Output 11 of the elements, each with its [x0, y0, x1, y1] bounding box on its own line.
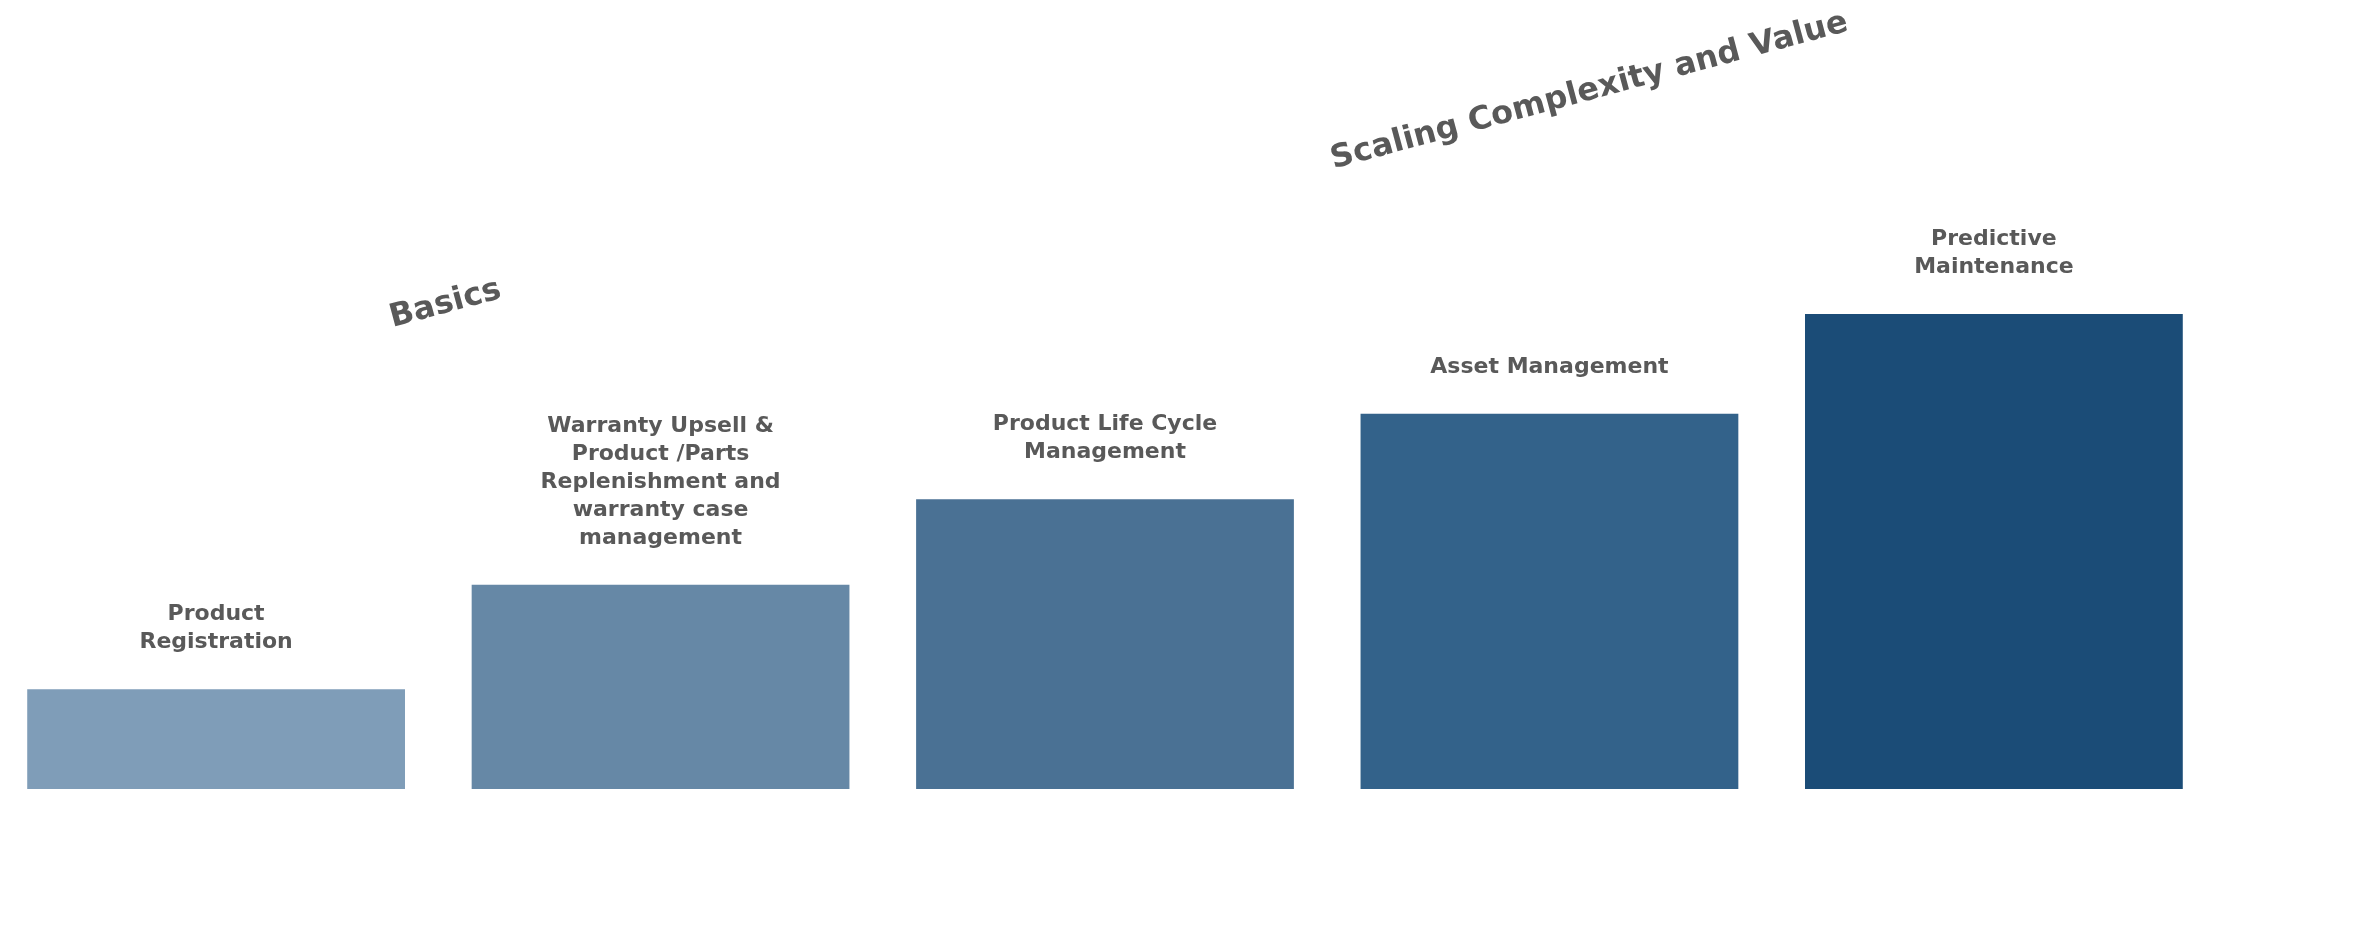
x-tick-label: Predictive Maintenance: [1914, 225, 2074, 278]
bar: [27, 689, 405, 789]
annotation: Basics: [384, 268, 505, 335]
x-tick-label: Asset Management: [1430, 352, 1670, 378]
bar: [471, 584, 850, 789]
bar: [1805, 314, 2183, 789]
bar: [1360, 413, 1739, 789]
x-tick-label: Product Life Cycle Management: [992, 410, 1218, 464]
x-tick-label: Product Registration: [139, 600, 293, 654]
bar: [916, 499, 1294, 789]
x-tick-label: Warranty Upsell & Product /Parts Replenishment and warranty case management: [540, 411, 781, 549]
